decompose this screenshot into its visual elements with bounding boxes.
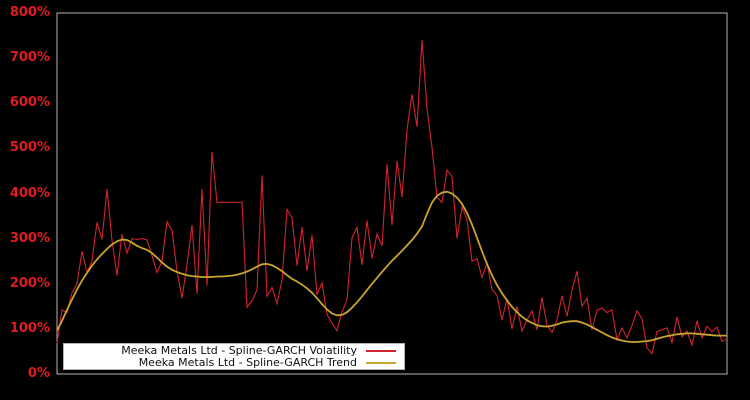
legend-item-volatility: Meeka Metals Ltd - Spline-GARCH Volatili… [64, 343, 404, 357]
y-tick-label: 200% [9, 275, 50, 291]
y-tick-label: 100% [9, 320, 50, 336]
y-tick-label: 400% [9, 185, 50, 201]
legend-label-volatility: Meeka Metals Ltd - Spline-GARCH Volatili… [121, 343, 357, 357]
y-tick-label: 0% [27, 366, 50, 381]
volatility-series-line [56, 40, 728, 355]
trend-series-line [56, 190, 727, 343]
y-tick-label: 500% [9, 140, 50, 156]
legend-line-sample-volatility [366, 349, 396, 352]
y-tick-label: 800% [9, 5, 50, 20]
legend-line-sample-trend [366, 361, 396, 364]
y-tick-label: 300% [9, 230, 50, 246]
y-tick-label: 600% [9, 95, 50, 111]
legend-item-trend: Meeka Metals Ltd - Spline-GARCH Trend [64, 355, 404, 369]
y-tick-label: 700% [9, 50, 50, 66]
plot-frame [56, 12, 728, 375]
legend: Meeka Metals Ltd - Spline-GARCH Volatili… [63, 343, 405, 370]
legend-label-trend: Meeka Metals Ltd - Spline-GARCH Trend [138, 355, 357, 369]
